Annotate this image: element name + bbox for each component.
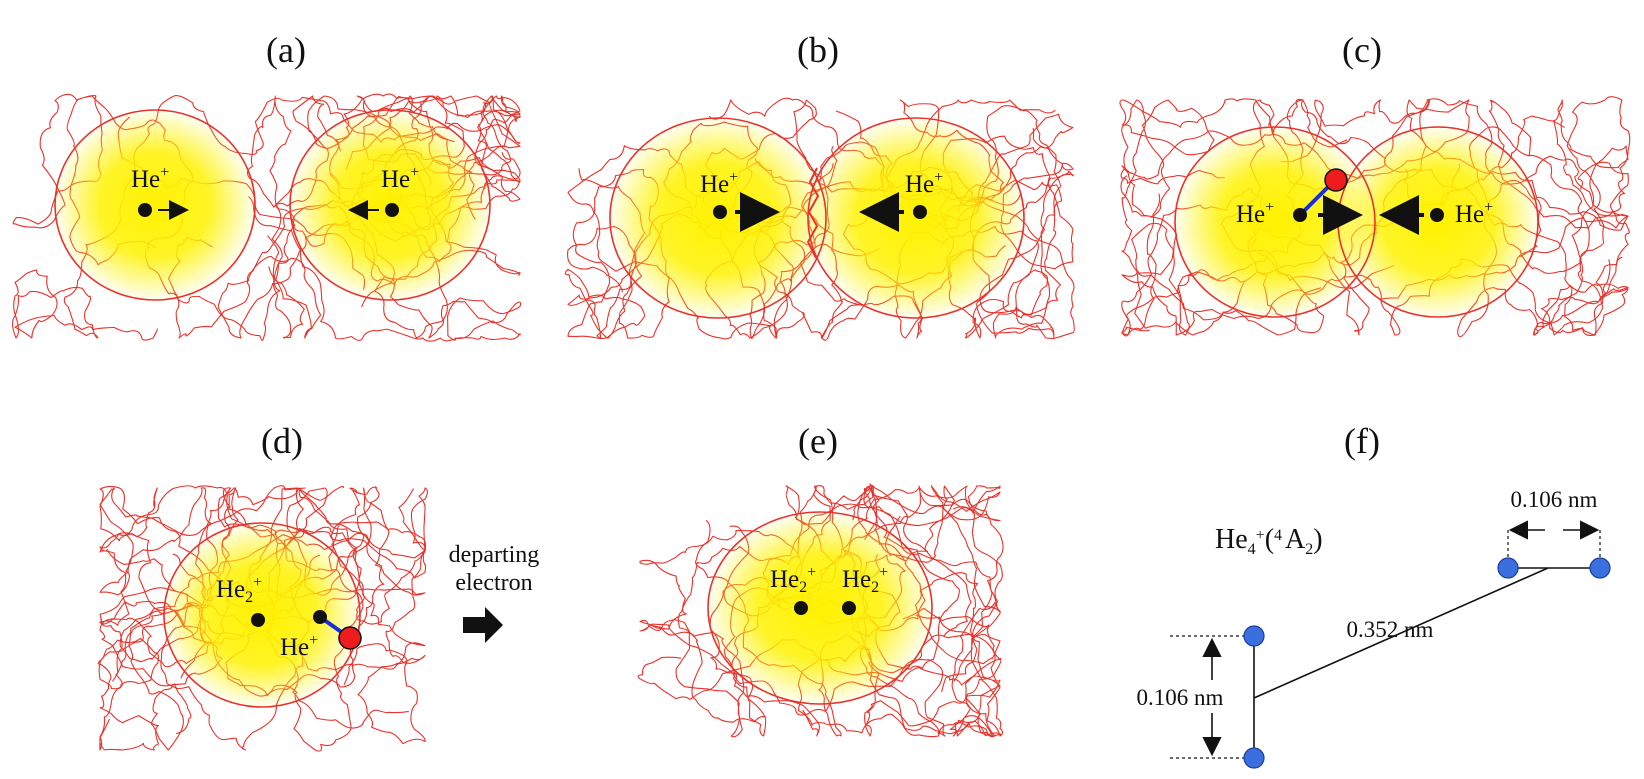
bubble-glow xyxy=(708,512,932,704)
ion-label: He2+ xyxy=(216,574,262,606)
ion-label: He+ xyxy=(1455,199,1493,228)
electron-sphere xyxy=(1324,168,1348,192)
ion-label: He+ xyxy=(700,169,738,198)
panel-c: (c) He+ He+ xyxy=(1119,30,1631,338)
molecule-formula: He4+(4 A2) xyxy=(1215,524,1323,558)
panel-f-label: (f) xyxy=(1344,421,1380,461)
nucleus-dot xyxy=(313,610,327,624)
bubble-glow xyxy=(1338,127,1538,317)
bubble-outline xyxy=(54,109,256,301)
panel-a: (a) He+ He+ xyxy=(12,30,522,342)
inter-pair-line xyxy=(1253,567,1549,699)
panel-d-label: (d) xyxy=(261,421,303,461)
ion-label: He2+ xyxy=(770,564,816,596)
panel-f: (f) He4+(4 A2) 0.106 nm 0.352 nm 0.106 nm xyxy=(1137,421,1611,769)
scribble-line xyxy=(99,485,321,751)
panel-e: (e) He2+ He2+ xyxy=(637,421,1004,738)
scribble-line xyxy=(1380,161,1630,338)
dim-label-top: 0.106 nm xyxy=(1511,487,1598,512)
ion-label: He+ xyxy=(905,169,943,198)
nucleus-dot xyxy=(794,601,808,615)
departing-arrow-icon xyxy=(463,607,503,643)
nucleus-dot xyxy=(713,205,727,219)
bubble-glow xyxy=(808,118,1024,318)
electron-sphere xyxy=(338,626,362,650)
nucleus-dot xyxy=(1430,208,1444,222)
panel-a-label: (a) xyxy=(266,30,306,70)
helium-atom xyxy=(1243,625,1265,647)
panel-b: (b) He+ He+ xyxy=(564,30,1075,341)
scribble-line xyxy=(12,93,281,341)
nucleus-dot xyxy=(1293,208,1307,222)
scribble-line xyxy=(797,485,1004,737)
bubble-outline xyxy=(609,117,827,319)
panel-c-label: (c) xyxy=(1342,30,1382,70)
neck-crack xyxy=(806,167,820,259)
panel-d: (d) He2+ He+ departing electron xyxy=(97,421,540,752)
scribble-line xyxy=(117,116,522,342)
scribble-line xyxy=(1280,98,1629,336)
panel-e-label: (e) xyxy=(798,421,838,461)
ion-label: He+ xyxy=(131,164,169,193)
bubble-outline xyxy=(289,109,491,301)
helium-atom xyxy=(1497,557,1519,579)
ion-label: He+ xyxy=(1236,199,1274,228)
scribble-line xyxy=(268,95,521,339)
scribble-line xyxy=(564,168,670,340)
bubble-outline xyxy=(707,511,933,705)
bubble-glow xyxy=(55,110,255,300)
ion-label: He2+ xyxy=(842,564,888,596)
bubble-glow xyxy=(1175,127,1375,317)
helium-atom xyxy=(1243,747,1265,769)
scribble-line xyxy=(99,487,223,751)
dim-label-diagonal: 0.352 nm xyxy=(1347,617,1434,642)
scribble-line xyxy=(12,95,455,341)
nucleus-dot xyxy=(842,601,856,615)
scribble-line xyxy=(1119,98,1348,336)
bubble-outline xyxy=(1174,126,1376,318)
nucleus-dot xyxy=(913,205,927,219)
panel-b-label: (b) xyxy=(797,30,839,70)
dim-label-left: 0.106 nm xyxy=(1137,685,1224,710)
bubble-outline xyxy=(163,522,361,708)
bubble-outline xyxy=(807,117,1025,319)
scribble-line xyxy=(807,485,1003,692)
departing-electron-note: departing electron xyxy=(449,542,540,596)
nucleus-dot xyxy=(138,203,152,217)
ion-label: He+ xyxy=(381,164,419,193)
nucleus-dot xyxy=(251,613,265,627)
nucleus-dot xyxy=(385,203,399,217)
ion-label: He+ xyxy=(280,632,318,661)
helium-atom xyxy=(1589,557,1611,579)
